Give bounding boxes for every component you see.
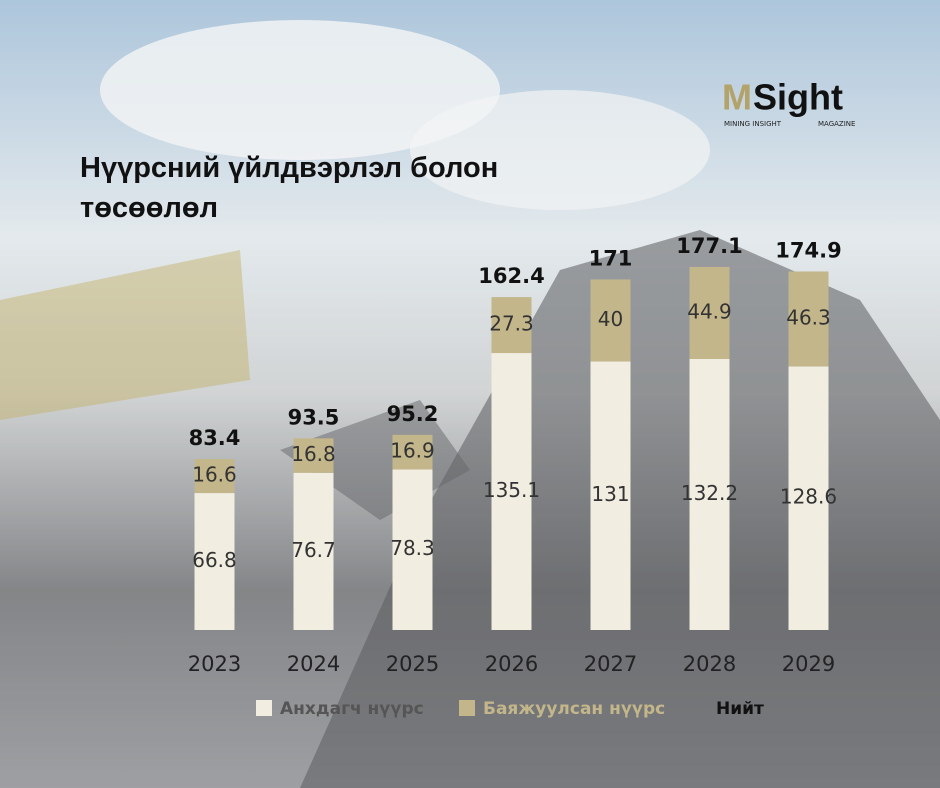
value-label: 132.2 bbox=[681, 481, 738, 505]
chart-title: Нүүрсний үйлдвэрлэл болон төсөөлөл bbox=[80, 152, 499, 224]
cloud bbox=[410, 90, 710, 210]
bar-segment bbox=[293, 438, 334, 473]
bar-segment bbox=[392, 434, 433, 470]
bar-segment bbox=[590, 361, 631, 630]
value-label: 135.1 bbox=[483, 478, 540, 502]
value-label: 27.3 bbox=[489, 312, 534, 336]
x-tick-label: 2028 bbox=[683, 652, 736, 676]
bar-segment bbox=[689, 266, 730, 359]
x-tick-label: 2023 bbox=[188, 652, 241, 676]
legend-swatch bbox=[459, 700, 475, 716]
value-label: 40 bbox=[598, 307, 623, 331]
value-label: 16.6 bbox=[192, 463, 237, 487]
legend-label: Баяжуулсан нүүрс bbox=[483, 699, 665, 719]
logo-sub: MINING INSIGHT bbox=[724, 120, 782, 128]
x-tick-label: 2026 bbox=[485, 652, 538, 676]
bar-segment bbox=[392, 469, 433, 630]
x-tick-label: 2029 bbox=[782, 652, 835, 676]
value-label: 16.8 bbox=[291, 442, 336, 466]
value-label: 76.7 bbox=[291, 538, 336, 562]
bar-segment bbox=[491, 353, 532, 630]
legend-label: Анхдагч нүүрс bbox=[280, 699, 424, 719]
value-label: 128.6 bbox=[780, 485, 837, 509]
logo-mark: M bbox=[722, 77, 752, 118]
total-label: 177.1 bbox=[676, 234, 742, 258]
cloud bbox=[100, 20, 500, 160]
bar-segment bbox=[590, 279, 631, 362]
legend-swatch bbox=[256, 700, 272, 716]
bar-segment bbox=[194, 493, 235, 630]
bar-segment bbox=[788, 271, 829, 367]
total-label: 174.9 bbox=[775, 238, 841, 262]
bar-segment bbox=[194, 459, 235, 494]
x-tick-label: 2025 bbox=[386, 652, 439, 676]
total-label: 93.5 bbox=[288, 405, 340, 429]
total-label: 171 bbox=[589, 246, 633, 270]
bar-segment bbox=[788, 366, 829, 630]
total-label: 162.4 bbox=[478, 264, 544, 288]
x-tick-label: 2027 bbox=[584, 652, 637, 676]
value-label: 16.9 bbox=[390, 439, 435, 463]
legend-label: Нийт bbox=[716, 699, 764, 719]
value-label: 66.8 bbox=[192, 548, 237, 572]
logo-word: Sight bbox=[753, 77, 843, 118]
truck bbox=[0, 250, 250, 420]
total-label: 83.4 bbox=[189, 426, 241, 450]
value-label: 44.9 bbox=[687, 299, 732, 323]
x-tick-label: 2024 bbox=[287, 652, 340, 676]
bar-segment bbox=[293, 472, 334, 630]
value-label: 78.3 bbox=[390, 536, 435, 560]
logo-sub: MAGAZINE bbox=[818, 120, 855, 128]
total-label: 95.2 bbox=[387, 402, 439, 426]
bar-segment bbox=[689, 358, 730, 630]
value-label: 131 bbox=[591, 482, 629, 506]
value-label: 46.3 bbox=[786, 305, 831, 329]
bar-segment bbox=[491, 297, 532, 354]
